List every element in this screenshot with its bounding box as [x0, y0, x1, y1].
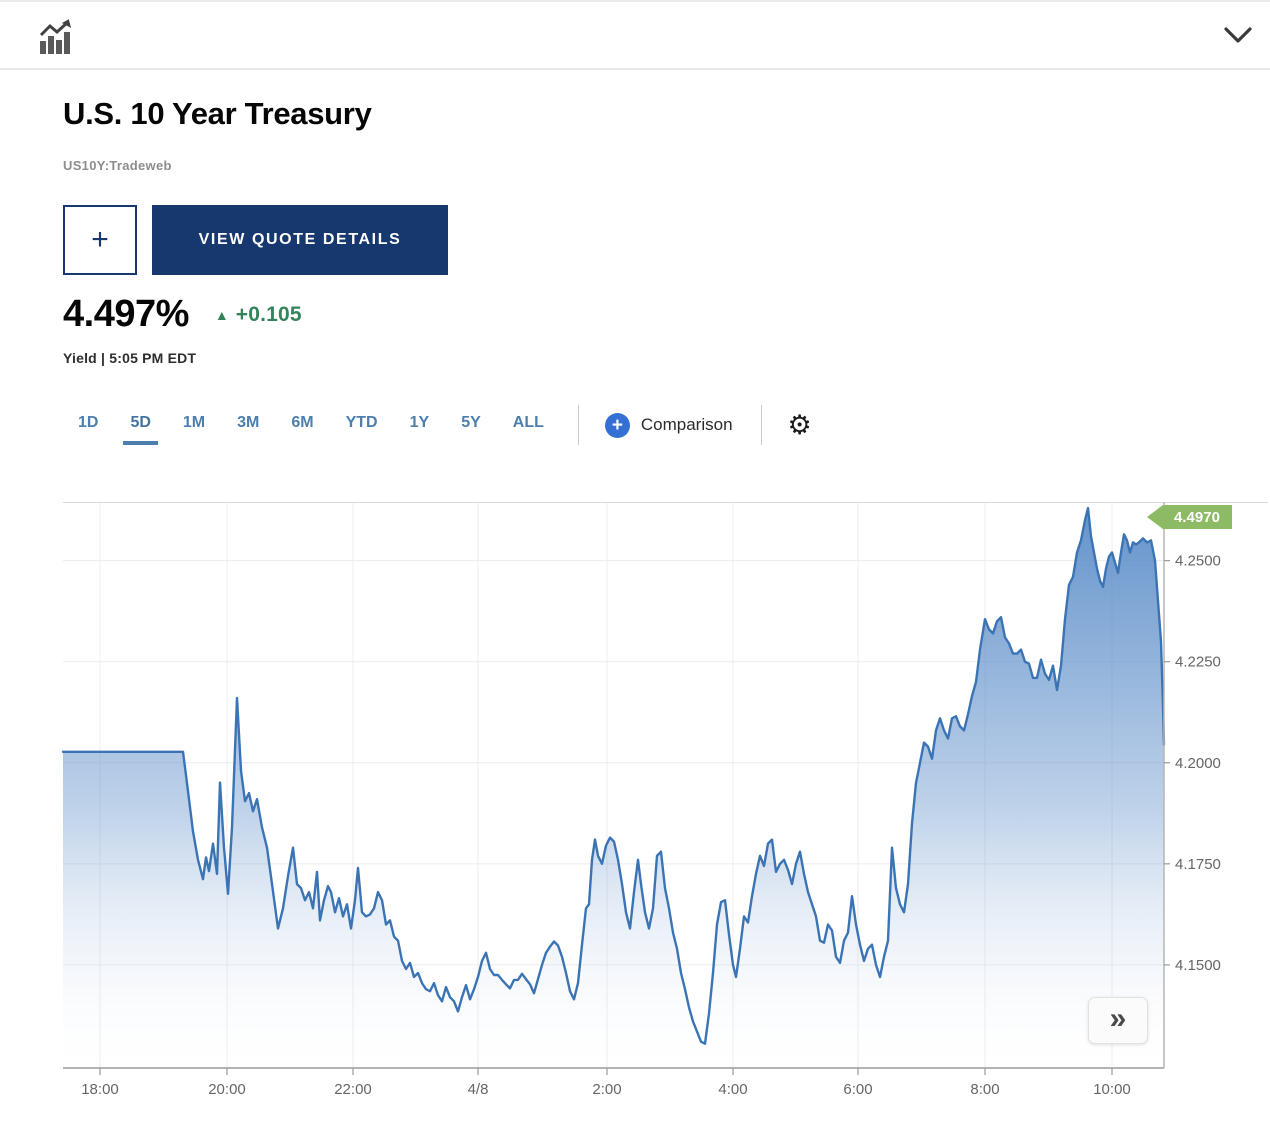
page-title: U.S. 10 Year Treasury [63, 96, 372, 131]
x-tick-label: 10:00 [1093, 1081, 1131, 1098]
toolbar-divider [577, 405, 579, 445]
series-area [63, 508, 1164, 1069]
range-tab-3m[interactable]: 3M [237, 414, 260, 431]
series-line [61, 506, 1166, 1045]
change-indicator: ▲ +0.105 [215, 303, 302, 327]
trending-chart-icon[interactable] [38, 19, 74, 61]
chevron-down-icon[interactable] [1224, 26, 1252, 49]
x-tick-label: 6:00 [843, 1081, 872, 1098]
gear-icon[interactable]: ⚙ [787, 409, 812, 441]
quote-timestamp: Yield | 5:05 PM EDT [63, 350, 197, 366]
range-tabs: 1D 5D 1M 3M 6M YTD 1Y 5Y ALL [63, 405, 560, 445]
price-row: 4.497% ▲ +0.105 [63, 293, 302, 336]
comparison-button[interactable]: + Comparison [604, 412, 733, 438]
pan-right-button[interactable]: » [1088, 997, 1148, 1044]
range-tab-ytd[interactable]: YTD [345, 414, 378, 431]
y-tick-label: 4.1750 [1175, 856, 1221, 873]
chart-area: 18:00 20:00 22:00 4/8 2:00 4:00 6:00 8:00 10:00 4… [0, 502, 1270, 1148]
y-tick-label: 4.2250 [1175, 654, 1221, 671]
x-tick-label: 8:00 [970, 1081, 999, 1098]
toolbar-divider [760, 405, 762, 445]
current-yield: 4.497% [63, 293, 189, 335]
x-tick-label: 22:00 [334, 1081, 372, 1098]
range-tab-5d[interactable]: 5D [123, 405, 159, 445]
up-arrow-icon: ▲ [214, 306, 229, 323]
x-tick-label: 4/8 [468, 1081, 489, 1098]
change-value: +0.105 [235, 302, 302, 326]
top-bar [0, 0, 1270, 70]
y-tick-label: 4.1500 [1175, 957, 1221, 974]
range-tab-6m[interactable]: 6M [291, 414, 314, 431]
range-tab-5y[interactable]: 5Y [461, 414, 481, 431]
x-tick-label: 18:00 [81, 1081, 119, 1098]
quote-symbol: US10Y:Tradeweb [63, 158, 172, 173]
range-tab-all[interactable]: ALL [512, 414, 544, 431]
add-to-watchlist-button[interactable]: + [63, 205, 137, 275]
view-quote-details-button[interactable]: VIEW QUOTE DETAILS [152, 205, 448, 275]
x-tick-label: 20:00 [208, 1081, 246, 1098]
plus-circle-icon: + [604, 412, 630, 438]
y-tick-label: 4.2500 [1175, 553, 1221, 570]
range-tab-1y[interactable]: 1Y [409, 414, 430, 431]
last-value-badge [1147, 505, 1232, 529]
chart-svg[interactable]: 18:00 20:00 22:00 4/8 2:00 4:00 6:00 8:00 10:00 4… [0, 502, 1270, 1148]
last-value-badge-text: 4.4970 [1174, 509, 1220, 526]
comparison-label: Comparison [640, 415, 733, 434]
x-tick-label: 4:00 [718, 1081, 747, 1098]
range-tab-1d[interactable]: 1D [78, 414, 99, 431]
y-tick-label: 4.2000 [1175, 755, 1221, 772]
range-tab-1m[interactable]: 1M [182, 414, 206, 431]
chart-toolbar: 1D 5D 1M 3M 6M YTD 1Y 5Y ALL + Comparison ⚙ [63, 404, 812, 446]
x-tick-label: 2:00 [592, 1081, 621, 1098]
